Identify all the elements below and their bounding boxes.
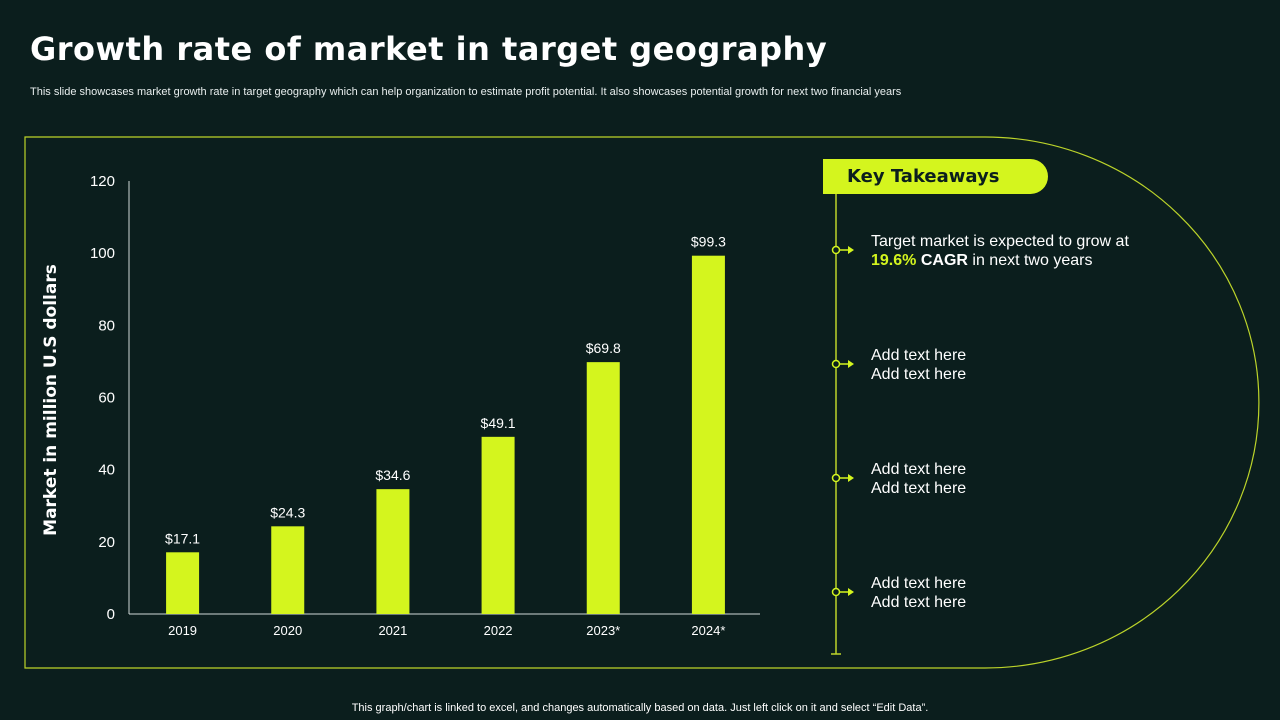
x-tick-label: 2024* (691, 623, 725, 638)
y-tick-label: 20 (98, 534, 115, 551)
x-tick-label: 2023* (586, 623, 620, 638)
bar[interactable] (376, 489, 410, 614)
key-takeaways-label: Key Takeaways (847, 166, 1000, 187)
takeaway-item-2: Add text here Add text here (871, 346, 1201, 384)
timeline-marker-2 (831, 359, 854, 369)
page-subtitle: This slide showcases market growth rate … (30, 86, 902, 98)
bar-chart[interactable]: 0 20 40 60 80 100 120 $17.1 2019 $24.3 2020 $34.6 20… (30, 160, 790, 650)
data-label: $24.3 (270, 504, 305, 520)
y-tick-label: 80 (98, 317, 115, 334)
bar[interactable] (481, 436, 515, 614)
page-title: Growth rate of market in target geograph… (30, 30, 828, 68)
takeaway-item-1: Target market is expected to grow at 19.… (871, 232, 1201, 270)
data-label: $69.8 (586, 340, 621, 356)
takeaway-4-line1: Add text here (871, 575, 967, 592)
bar[interactable] (271, 526, 305, 614)
y-tick-label: 120 (90, 173, 115, 190)
data-label: $34.6 (375, 467, 410, 483)
y-tick-label: 0 (107, 606, 115, 623)
takeaway-2-line1: Add text here (871, 347, 967, 364)
bar[interactable] (586, 362, 620, 614)
timeline-marker-4 (831, 587, 854, 597)
timeline-marker-1 (831, 245, 854, 255)
takeaway-item-3: Add text here Add text here (871, 460, 1201, 498)
timeline-marker-3 (831, 473, 854, 483)
x-tick-label: 2022 (484, 623, 513, 638)
cagr-label: CAGR (920, 252, 968, 269)
takeaway-4-line2: Add text here (871, 594, 967, 611)
y-tick-label: 100 (90, 245, 115, 262)
footer-note: This graph/chart is linked to excel, and… (351, 702, 929, 714)
takeaway-item-4: Add text here Add text here (871, 574, 1201, 612)
x-tick-label: 2021 (378, 623, 407, 638)
x-tick-label: 2020 (273, 623, 302, 638)
key-takeaways-heading: Key Takeaways (823, 159, 1048, 194)
takeaway-3-line2: Add text here (871, 480, 967, 497)
takeaway-1-rest: in next two years (972, 252, 1093, 269)
takeaway-2-line2: Add text here (871, 366, 967, 383)
y-tick-label: 40 (98, 462, 115, 479)
y-tick-label: 60 (98, 390, 115, 407)
cagr-value: 19.6% (871, 252, 917, 269)
takeaway-1-line1: Target market is expected to grow at (871, 233, 1129, 250)
data-label: $17.1 (165, 530, 200, 546)
takeaways-timeline (831, 194, 854, 655)
takeaway-1-line2: 19.6% CAGR in next two years (871, 251, 1201, 270)
x-tick-label: 2019 (168, 623, 197, 638)
bar[interactable] (691, 255, 725, 614)
data-label: $49.1 (481, 415, 516, 431)
bar[interactable] (166, 552, 200, 614)
data-label: $99.3 (691, 234, 726, 250)
takeaway-3-line1: Add text here (871, 461, 967, 478)
